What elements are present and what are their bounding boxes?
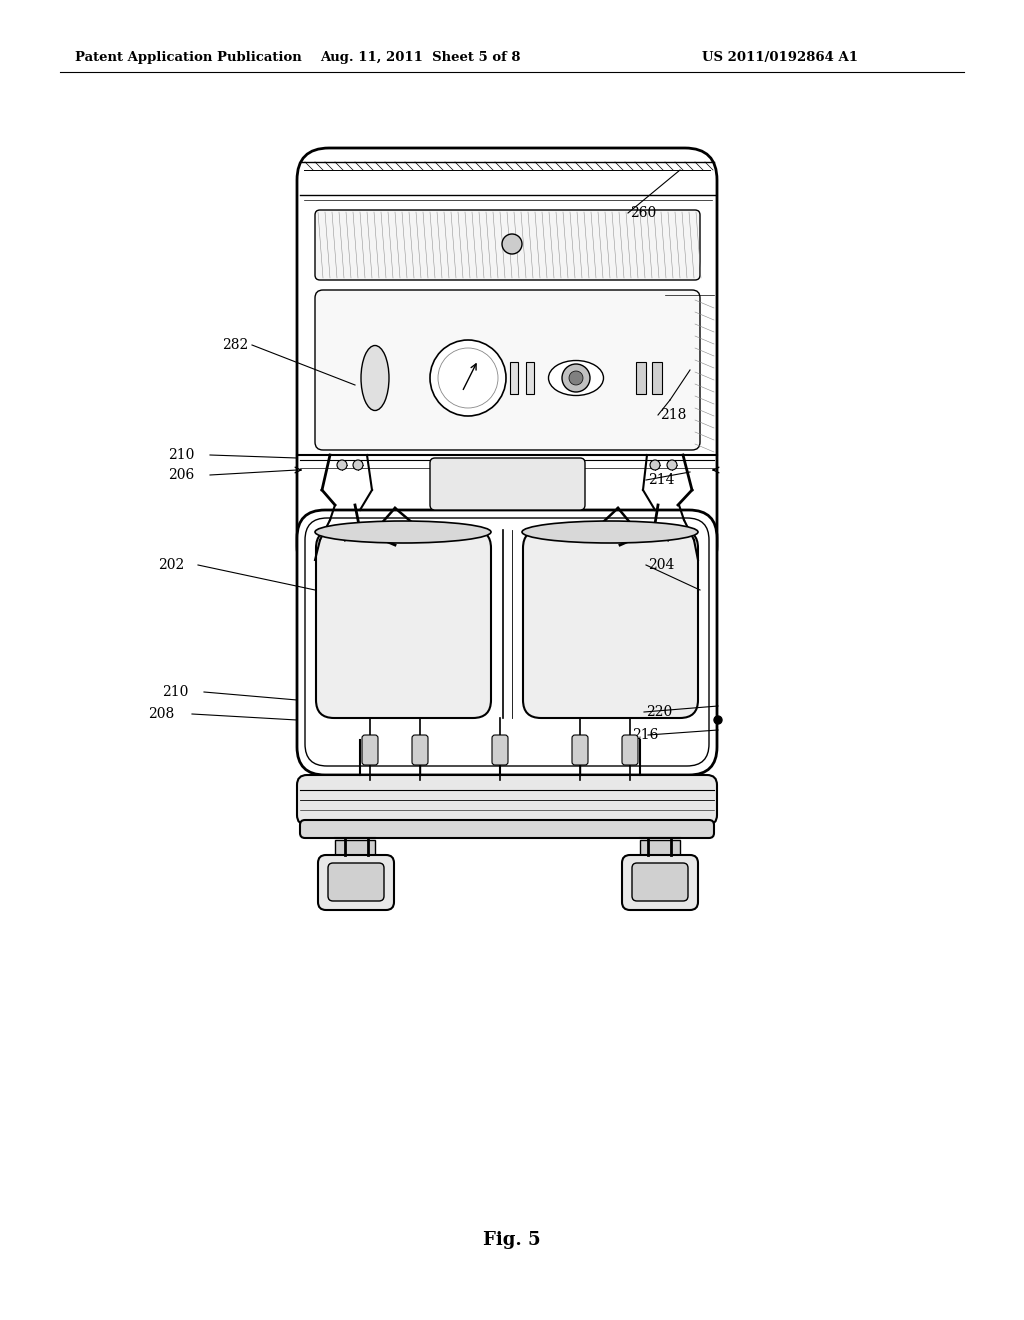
Bar [652, 362, 662, 393]
FancyBboxPatch shape [297, 510, 717, 775]
FancyBboxPatch shape [412, 735, 428, 766]
Text: Fig. 5: Fig. 5 [483, 1232, 541, 1249]
Text: 216: 216 [632, 729, 658, 742]
Circle shape [337, 459, 347, 470]
Bar [636, 362, 646, 393]
FancyBboxPatch shape [572, 735, 588, 766]
Text: 260: 260 [630, 206, 656, 220]
Circle shape [667, 459, 677, 470]
FancyBboxPatch shape [300, 820, 714, 838]
Circle shape [562, 364, 590, 392]
Circle shape [569, 371, 583, 385]
FancyBboxPatch shape [622, 855, 698, 909]
FancyBboxPatch shape [362, 735, 378, 766]
Ellipse shape [315, 521, 490, 543]
Bar [640, 840, 680, 855]
Circle shape [502, 234, 522, 253]
Ellipse shape [549, 360, 603, 396]
FancyBboxPatch shape [297, 775, 717, 825]
FancyBboxPatch shape [315, 290, 700, 450]
Bar [335, 840, 375, 855]
FancyBboxPatch shape [316, 531, 490, 718]
Text: 210: 210 [168, 447, 195, 462]
Circle shape [714, 715, 722, 723]
Circle shape [438, 348, 498, 408]
FancyBboxPatch shape [318, 855, 394, 909]
FancyBboxPatch shape [328, 863, 384, 902]
Text: 214: 214 [648, 473, 675, 487]
Text: 208: 208 [148, 708, 174, 721]
FancyBboxPatch shape [315, 210, 700, 280]
Bar [510, 362, 518, 393]
Text: 206: 206 [168, 469, 195, 482]
Text: Aug. 11, 2011  Sheet 5 of 8: Aug. 11, 2011 Sheet 5 of 8 [319, 51, 520, 65]
Text: 210: 210 [162, 685, 188, 700]
Text: 204: 204 [648, 558, 675, 572]
Text: 218: 218 [660, 408, 686, 422]
FancyBboxPatch shape [523, 531, 698, 718]
Bar [526, 362, 534, 393]
FancyBboxPatch shape [622, 735, 638, 766]
FancyBboxPatch shape [430, 458, 585, 510]
FancyBboxPatch shape [297, 148, 717, 578]
Ellipse shape [361, 346, 389, 411]
Circle shape [353, 459, 362, 470]
Circle shape [650, 459, 660, 470]
Text: 220: 220 [646, 705, 672, 719]
Circle shape [430, 341, 506, 416]
FancyBboxPatch shape [632, 863, 688, 902]
FancyBboxPatch shape [492, 735, 508, 766]
Text: Patent Application Publication: Patent Application Publication [75, 51, 302, 65]
Text: 282: 282 [222, 338, 248, 352]
Text: 202: 202 [158, 558, 184, 572]
Text: US 2011/0192864 A1: US 2011/0192864 A1 [702, 51, 858, 65]
Ellipse shape [522, 521, 698, 543]
